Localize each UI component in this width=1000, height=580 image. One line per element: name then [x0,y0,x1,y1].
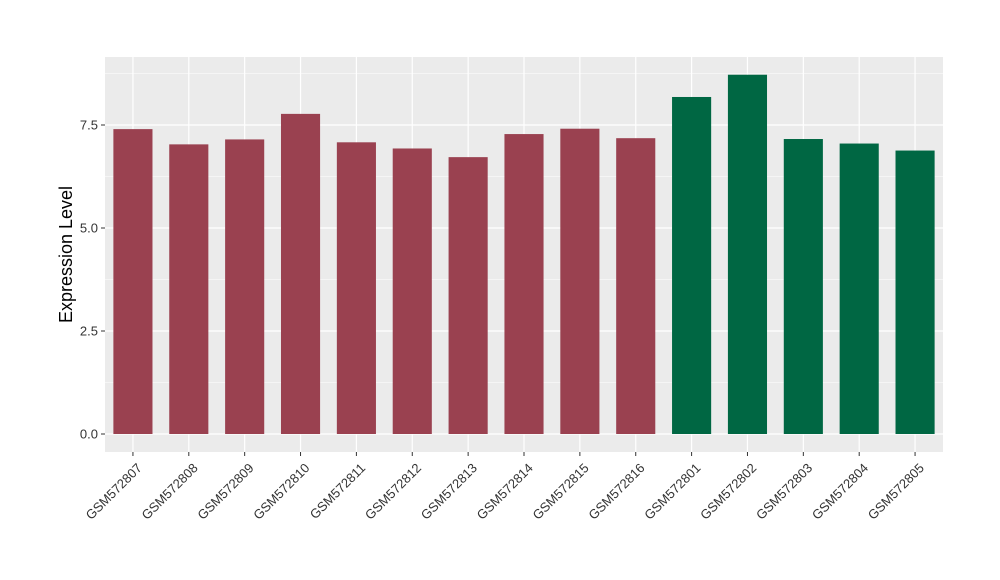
x-tick-label: GSM572810 [250,460,312,522]
bar-gsm572814 [504,134,544,434]
x-tick-label: GSM572816 [585,460,647,522]
bar-gsm572802 [727,74,768,435]
bar-gsm572815 [560,128,600,434]
bar-gsm572803 [783,139,823,434]
x-tick-label: GSM572802 [697,460,759,522]
bar-gsm572801 [672,96,712,434]
bar-gsm572808 [169,144,209,434]
x-tick-label: GSM572815 [530,460,592,522]
y-tick-label: 0.0 [80,427,98,442]
bar-gsm572809 [225,139,265,435]
bar-gsm572807 [113,129,153,434]
y-tick-label: 5.0 [80,221,98,236]
bar-gsm572816 [616,138,656,434]
x-tick-label: GSM572803 [753,460,815,522]
x-tick-label: GSM572813 [418,460,480,522]
bar-gsm572811 [336,142,376,434]
x-tick-label: GSM572812 [362,460,424,522]
x-tick-label: GSM572805 [865,460,927,522]
bars [113,74,935,435]
y-tick-label: 7.5 [80,118,98,133]
bar-gsm572805 [895,150,935,434]
x-tick-label: GSM572811 [307,460,369,522]
bar-gsm572804 [839,143,879,435]
x-tick-label: GSM572807 [83,460,145,522]
bar-gsm572810 [280,113,321,434]
y-tick-label: 2.5 [80,324,98,339]
bar-gsm572812 [392,148,432,434]
x-tick-label: GSM572804 [809,460,871,522]
x-tick-label: GSM572801 [641,460,703,522]
x-tick-label: GSM572814 [474,460,536,522]
y-axis-title: Expression Level [56,186,76,323]
x-tick-label: GSM572809 [194,460,256,522]
x-axis: GSM572807GSM572808GSM572809GSM572810GSM5… [83,452,927,523]
y-axis: 0.0 2.5 5.0 7.5 [80,118,105,442]
bar-gsm572813 [448,157,488,435]
x-tick-label: GSM572808 [138,460,200,522]
